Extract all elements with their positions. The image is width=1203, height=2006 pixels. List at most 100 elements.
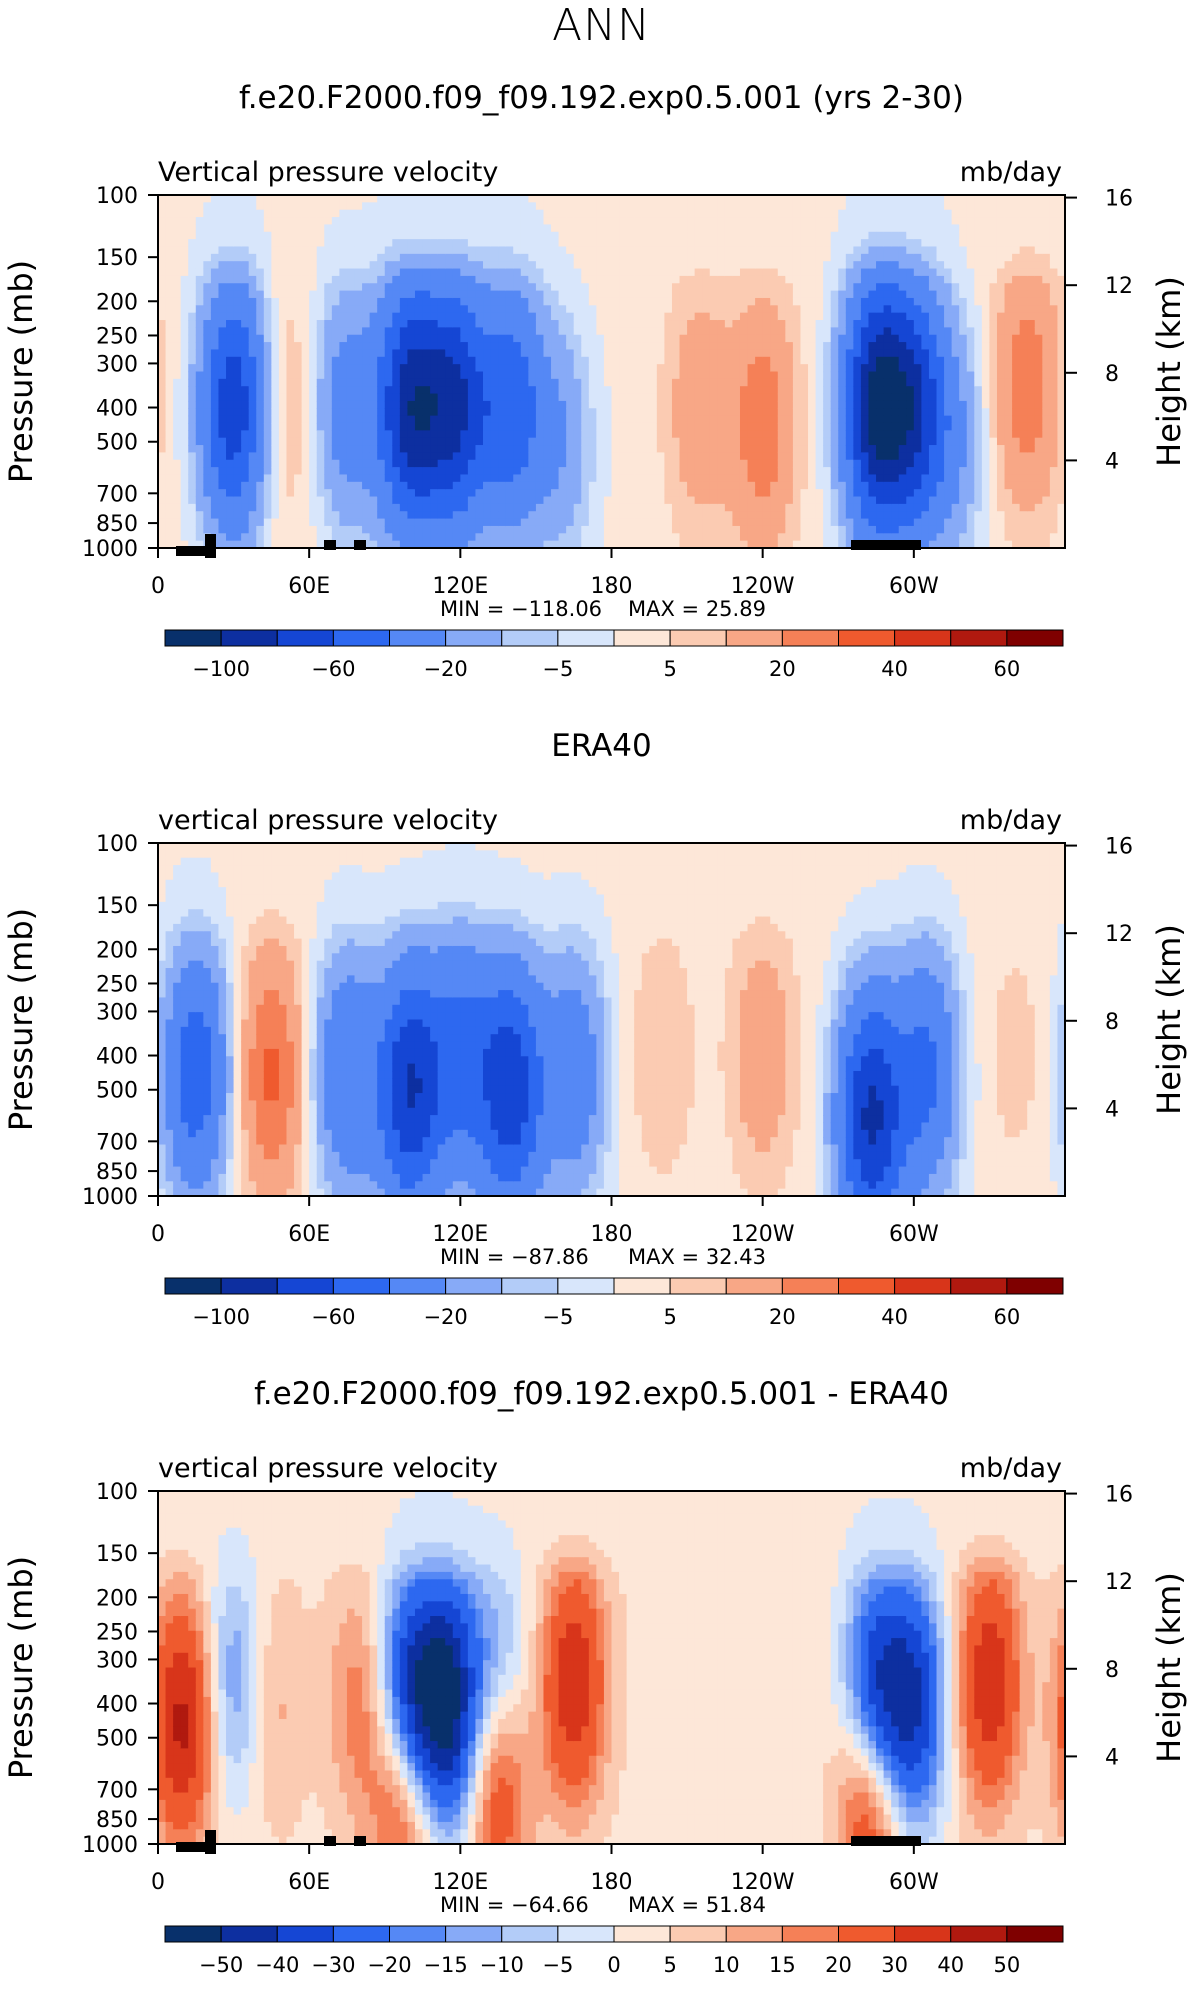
field-cell	[876, 371, 885, 380]
field-cell	[792, 305, 802, 314]
field-cell	[203, 356, 212, 365]
field-cell	[535, 290, 545, 299]
field-cell	[286, 268, 295, 277]
field-cell	[309, 496, 318, 505]
field-cell	[928, 253, 938, 262]
field-cell	[732, 408, 741, 417]
field-cell	[165, 261, 174, 270]
field-cell	[626, 496, 635, 505]
field-cell	[452, 253, 461, 262]
field-cell	[467, 481, 477, 490]
field-cell	[588, 334, 597, 343]
field-cell	[868, 253, 877, 262]
field-cell	[460, 268, 469, 277]
field-cell	[573, 503, 582, 512]
field-cell	[800, 209, 809, 218]
field-cell	[876, 503, 885, 512]
field-cell	[294, 297, 303, 306]
field-cell	[520, 496, 529, 505]
field-cell	[921, 261, 930, 270]
field-cell	[437, 342, 446, 351]
field-cell	[838, 452, 847, 461]
field-cell	[195, 445, 204, 453]
field-cell	[339, 283, 348, 292]
field-cell	[883, 518, 892, 527]
field-cell	[906, 209, 915, 218]
field-cell	[324, 445, 333, 453]
field-cell	[437, 364, 446, 373]
field-cell	[158, 334, 167, 343]
field-cell	[271, 445, 280, 453]
field-cell	[853, 261, 862, 270]
field-cell	[845, 540, 854, 549]
field-cell	[399, 408, 409, 417]
field-cell	[694, 503, 703, 512]
field-cell	[634, 327, 643, 336]
field-cell	[868, 364, 877, 373]
field-cell	[210, 496, 220, 505]
field-cell	[755, 364, 764, 373]
field-cell	[483, 327, 492, 336]
field-cell	[868, 445, 877, 453]
field-cell	[301, 246, 310, 255]
field-cell	[913, 283, 922, 292]
field-cell	[860, 489, 870, 498]
field-cell	[694, 452, 703, 461]
field-cell	[309, 489, 318, 498]
field-cell	[792, 518, 802, 527]
field-cell	[656, 231, 666, 240]
field-cell	[528, 525, 537, 534]
field-cell	[755, 481, 764, 490]
field-cell	[241, 202, 250, 211]
field-cell	[755, 312, 764, 321]
field-cell	[815, 305, 824, 314]
field-cell	[452, 283, 461, 292]
field-cell	[195, 378, 204, 387]
field-cell	[384, 349, 393, 358]
field-cell	[528, 334, 537, 343]
field-cell	[687, 371, 696, 380]
field-cell	[316, 209, 325, 218]
field-cell	[271, 342, 280, 351]
field-cell	[203, 275, 212, 284]
field-cell	[928, 297, 938, 306]
field-cell	[165, 275, 174, 284]
field-cell	[483, 481, 492, 490]
field-cell	[490, 474, 499, 483]
field-cell	[430, 400, 439, 409]
field-cell	[845, 283, 854, 292]
field-cell	[430, 415, 439, 424]
field-cell	[717, 217, 726, 226]
field-cell	[611, 195, 620, 203]
field-cell	[218, 297, 227, 306]
field-cell	[543, 231, 552, 240]
field-cell	[664, 239, 673, 248]
field-cell	[331, 467, 340, 476]
field-cell	[195, 496, 204, 505]
field-cell	[399, 474, 409, 483]
field-cell	[505, 202, 514, 211]
field-cell	[936, 393, 945, 402]
field-cell	[566, 342, 575, 351]
field-cell	[392, 503, 401, 512]
field-cell	[294, 496, 303, 505]
field-cell	[520, 437, 529, 446]
field-cell	[566, 386, 575, 395]
field-cell	[369, 511, 378, 520]
field-cell	[233, 511, 242, 520]
field-cell	[808, 437, 817, 446]
field-cell	[324, 474, 333, 483]
field-cell	[717, 224, 726, 233]
field-cell	[173, 349, 182, 358]
field-cell	[437, 459, 446, 468]
field-cell	[324, 364, 333, 373]
field-cell	[226, 452, 235, 461]
field-cell	[762, 334, 771, 343]
field-cell	[218, 261, 227, 270]
field-cell	[709, 202, 718, 211]
field-cell	[278, 239, 288, 248]
field-cell	[823, 209, 832, 218]
field-cell	[603, 356, 613, 365]
field-cell	[422, 422, 431, 431]
field-cell	[294, 268, 303, 277]
